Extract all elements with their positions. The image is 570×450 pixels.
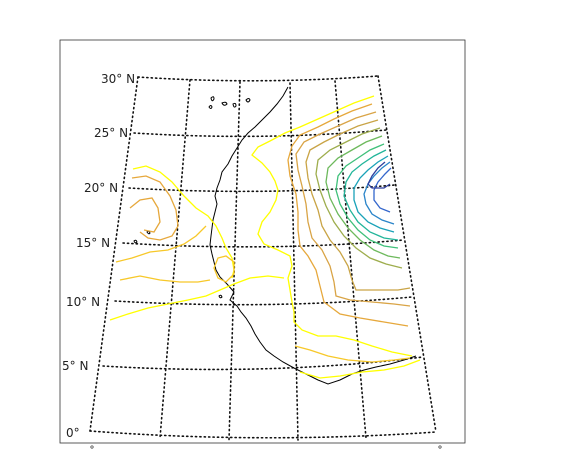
coastline-africa (209, 86, 417, 385)
meridian-6 (377, 75, 437, 433)
meridian-3 (228, 81, 241, 441)
parallel-20n (128, 184, 396, 193)
parallel-5n (102, 356, 424, 371)
latitude-labels: 30° N 25° N 20° N 15° N 10° N 5° N 0° (62, 72, 135, 440)
parallel-25n (133, 129, 387, 138)
contour-lines (109, 95, 421, 379)
contour-line (213, 255, 235, 283)
canary-island-3 (221, 101, 228, 106)
tick-mark (438, 445, 442, 449)
canary-island-4 (232, 102, 237, 108)
lat-label-5n: 5° N (62, 359, 88, 373)
bijagos-island (218, 294, 223, 299)
contour-line (367, 161, 391, 189)
contour-line (325, 135, 401, 259)
contour-line (343, 149, 399, 241)
contour-line (129, 197, 161, 233)
contour-line (373, 167, 392, 213)
bottom-ticks (90, 445, 442, 449)
cape-verde-island-2 (133, 239, 138, 244)
lat-label-0: 0° (66, 426, 80, 440)
parallel-0 (89, 430, 437, 439)
lat-lon-graticule (89, 75, 437, 441)
lat-label-10n: 10° N (66, 295, 100, 309)
tick-mark (90, 445, 94, 449)
contour-line (131, 175, 179, 241)
contour-line (335, 143, 399, 249)
map-frame (59, 39, 466, 444)
canary-island-2 (208, 105, 213, 109)
contour-line (353, 155, 395, 233)
parallel-30n (137, 75, 379, 82)
contour-line (132, 165, 235, 279)
contour-line (115, 225, 207, 263)
lat-label-20n: 20° N (84, 181, 118, 195)
meridian-2 (159, 79, 191, 439)
contour-line (119, 275, 211, 283)
parallel-10n (114, 296, 413, 306)
contour-line (251, 95, 413, 357)
contour-line (294, 345, 411, 363)
contour-line (363, 161, 395, 225)
contour-line (305, 119, 411, 291)
contour-line (109, 275, 285, 321)
canary-island-1 (210, 96, 215, 102)
contour-line (295, 111, 411, 307)
meridian-5 (334, 80, 367, 439)
lat-label-15n: 15° N (76, 236, 110, 250)
contour-line (299, 359, 421, 379)
lat-label-25n: 25° N (94, 126, 128, 140)
coastline (133, 86, 417, 385)
parallel-15n (122, 239, 404, 248)
contour-line (287, 103, 409, 327)
contour-line (315, 127, 403, 269)
lat-label-30n: 30° N (101, 72, 135, 86)
canary-island-5 (245, 98, 251, 103)
